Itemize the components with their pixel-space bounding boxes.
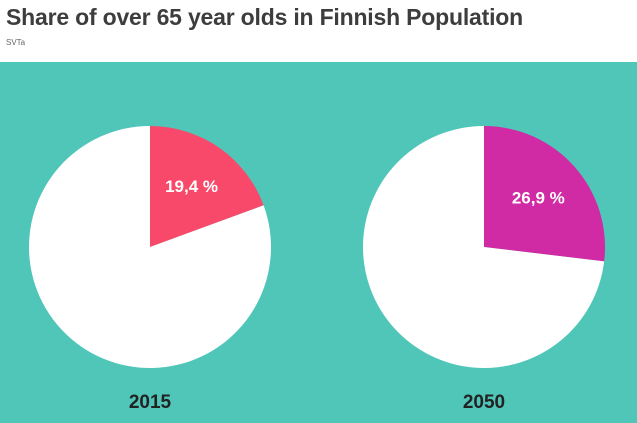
pie-0-slice-0-label: 19,4 %	[165, 177, 218, 196]
header-band: Share of over 65 year olds in Finnish Po…	[0, 0, 637, 62]
year-label-2050: 2050	[462, 392, 506, 413]
chart-title: Share of over 65 year olds in Finnish Po…	[6, 4, 523, 30]
source-label: SVTa	[6, 38, 26, 47]
pie-0-slice-0	[150, 126, 264, 247]
pie-1-slice-1	[362, 126, 605, 368]
pie-0-slice-1	[28, 126, 271, 368]
year-label-2015: 2015	[128, 392, 172, 413]
pie-1-slice-0-label: 26,9 %	[512, 188, 565, 207]
pie-1-slice-0	[484, 126, 605, 262]
